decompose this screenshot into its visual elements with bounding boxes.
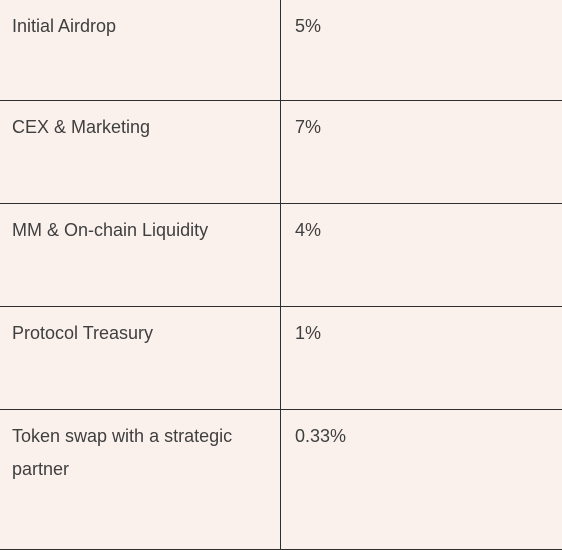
allocation-name-cell: Token swap with a strategic partner [0, 410, 281, 550]
allocation-percent-cell: 5% [281, 0, 562, 101]
table-row: Token swap with a strategic partner 0.33… [0, 410, 562, 550]
table-row: MM & On-chain Liquidity 4% [0, 204, 562, 307]
table-row: Protocol Treasury 1% [0, 307, 562, 410]
allocation-name-cell: CEX & Marketing [0, 101, 281, 204]
table-row: Initial Airdrop 5% [0, 0, 562, 101]
allocation-percent-cell: 0.33% [281, 410, 562, 550]
allocation-percent-cell: 7% [281, 101, 562, 204]
allocation-name-cell: Protocol Treasury [0, 307, 281, 410]
allocation-percent-cell: 1% [281, 307, 562, 410]
allocation-name-cell: Initial Airdrop [0, 0, 281, 101]
allocation-percent-cell: 4% [281, 204, 562, 307]
table-row: CEX & Marketing 7% [0, 101, 562, 204]
allocation-name-cell: MM & On-chain Liquidity [0, 204, 281, 307]
